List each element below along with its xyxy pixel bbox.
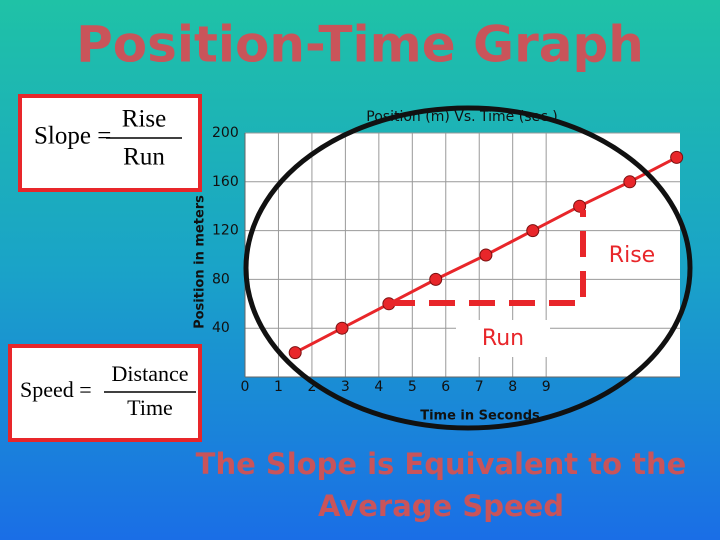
- data-point: [479, 248, 493, 262]
- y-tick-label: 160: [212, 174, 239, 190]
- x-tick-label: 2: [307, 379, 316, 395]
- slope-box: [18, 94, 202, 192]
- caption-line: The Slope is Equivalent to the: [196, 447, 687, 481]
- run-label: Run: [482, 326, 524, 351]
- y-tick-label: 80: [212, 271, 230, 287]
- rise-box: [598, 236, 680, 274]
- x-tick-label: 7: [475, 379, 484, 395]
- annotations: Rise Run: [243, 105, 693, 431]
- x-tick-label: 9: [542, 379, 551, 395]
- y-tick-label: 120: [212, 223, 239, 239]
- speed-box: [8, 344, 202, 442]
- x-tick-label: 0: [241, 379, 250, 395]
- x-tick-label: 6: [441, 379, 450, 395]
- caption-line: Average Speed: [318, 489, 564, 523]
- x-tick-label: 8: [508, 379, 517, 395]
- formula-numerator: Distance: [112, 361, 189, 386]
- rise-run-guide: [389, 210, 586, 306]
- data-point: [335, 321, 349, 335]
- data-point: [429, 272, 443, 286]
- formula-lhs: Speed =: [20, 377, 92, 402]
- y-axis-title: Position in meters: [193, 195, 208, 329]
- formula-denominator: Run: [123, 144, 165, 171]
- highlight-ellipse: [243, 105, 693, 431]
- rise-label: Rise: [609, 243, 655, 268]
- data-point: [623, 175, 637, 189]
- x-tick-label: 3: [341, 379, 350, 395]
- data-point: [573, 199, 587, 213]
- x-axis-title: Time in Seconds: [420, 409, 540, 424]
- data-point: [288, 346, 302, 360]
- formula-numerator: Rise: [122, 106, 166, 133]
- x-tick-label: 4: [374, 379, 383, 395]
- formula-lhs: Slope =: [34, 123, 111, 150]
- y-tick-label: 200: [212, 125, 239, 141]
- data-point: [670, 150, 684, 164]
- x-tick-label: 5: [408, 379, 417, 395]
- x-tick-label: 1: [274, 379, 283, 395]
- data-point: [526, 224, 540, 238]
- formula-denominator: Time: [127, 395, 173, 420]
- y-tick-label: 40: [212, 320, 230, 336]
- run-box: [456, 320, 550, 357]
- slide-title: Position-Time Graph: [76, 16, 644, 74]
